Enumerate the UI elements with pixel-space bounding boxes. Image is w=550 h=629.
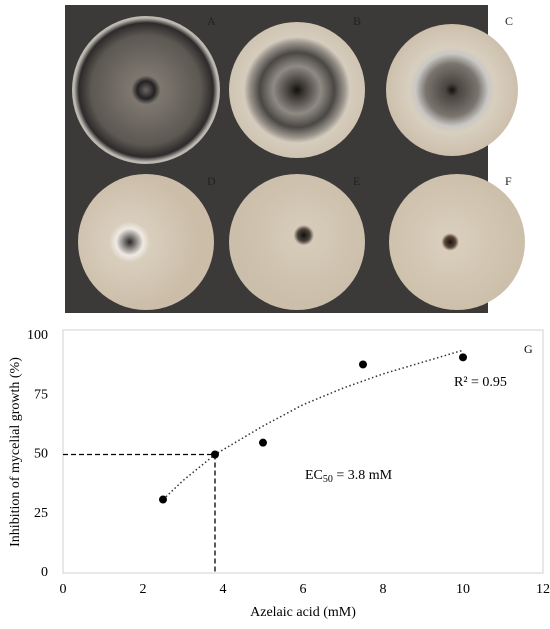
dish: [78, 174, 214, 310]
x-tick-label: 12: [536, 582, 550, 597]
y-axis-label: Inhibition of mycelial growth (%): [8, 357, 23, 547]
panel-label: G: [524, 342, 533, 356]
x-axis-label: Azelaic acid (mM): [250, 605, 356, 620]
photo-label: D: [207, 174, 216, 188]
x-tick-label: 6: [300, 582, 307, 597]
ec50-suffix: = 3.8 mM: [333, 468, 393, 483]
dish: [386, 24, 518, 156]
ec50-subscript: 50: [323, 474, 333, 485]
x-tick-label: 2: [140, 582, 147, 597]
ec50-prefix: EC: [305, 468, 323, 483]
y-tick-label: 50: [34, 447, 48, 462]
ec50-label: EC50 = 3.8 mM: [305, 468, 393, 485]
photo-label: E: [353, 174, 360, 188]
data-point: [359, 360, 367, 369]
photo-label: F: [505, 174, 512, 188]
photo-label: C: [505, 14, 513, 28]
photo-label: B: [353, 14, 361, 28]
x-tick-label: 0: [60, 582, 67, 597]
r2-label: R² = 0.95: [454, 375, 507, 390]
data-point: [259, 438, 267, 447]
dish: [229, 22, 365, 158]
dish: [389, 174, 525, 310]
data-point: [159, 495, 167, 504]
trendline: [162, 349, 464, 501]
photo-label: A: [207, 14, 216, 28]
y-tick-label: 25: [34, 506, 48, 521]
y-tick-label: 100: [27, 328, 48, 343]
plot-frame: [62, 329, 544, 574]
photo-dishes: [72, 16, 525, 310]
y-tick-label: 75: [34, 387, 48, 402]
data-point: [459, 353, 467, 362]
x-tick-label: 10: [456, 582, 470, 597]
x-tick-label: 8: [380, 582, 387, 597]
x-tick-label: 4: [220, 582, 227, 597]
data-point: [211, 450, 219, 459]
y-tick-label: 0: [41, 565, 48, 580]
dish: [72, 16, 220, 164]
dish: [229, 174, 365, 310]
